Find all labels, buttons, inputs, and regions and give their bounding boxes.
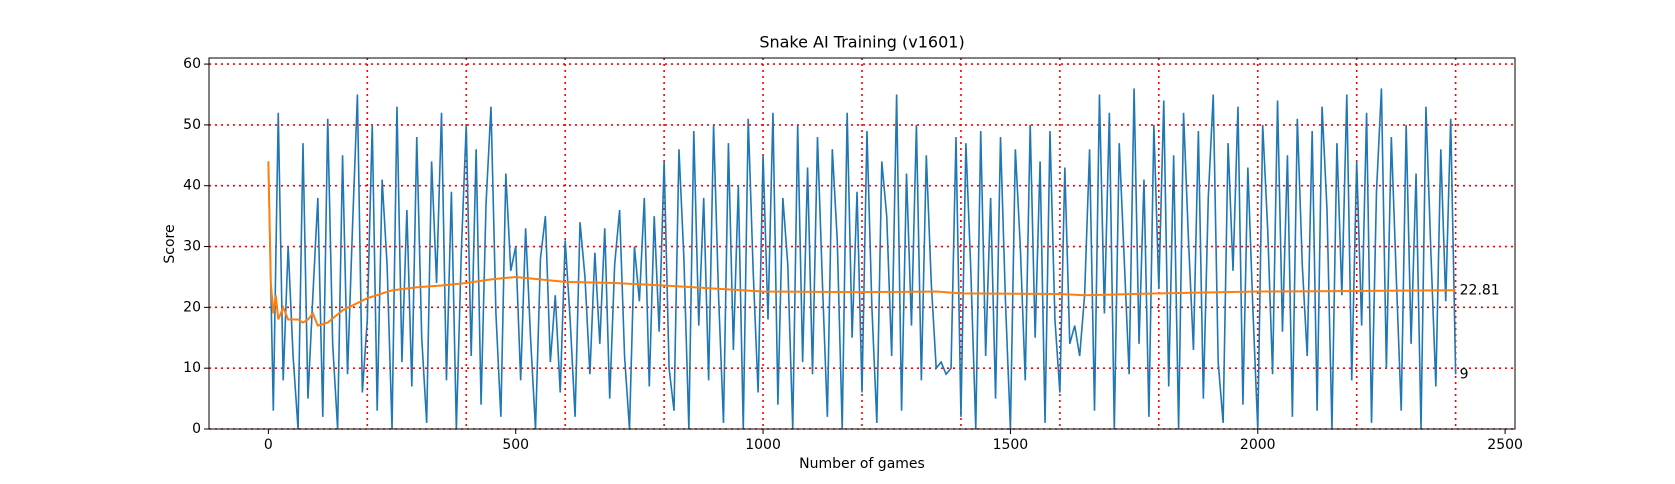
x-axis-label: Number of games (799, 456, 925, 472)
x-tick-label: 1000 (745, 437, 781, 453)
chart-title: Snake AI Training (v1601) (759, 33, 964, 52)
y-axis-label: Score (162, 224, 178, 263)
end-value-label: 22.81 (1460, 282, 1500, 298)
end-value-label: 9 (1460, 366, 1469, 382)
y-tick-label: 40 (183, 178, 201, 194)
y-tick-label: 20 (183, 299, 201, 315)
y-tick-label: 60 (183, 56, 201, 72)
x-tick-label: 2000 (1240, 437, 1276, 453)
x-tick-label: 500 (502, 437, 529, 453)
data-line (267, 88, 1457, 430)
data-line (267, 161, 1456, 327)
plot-frame (208, 57, 1516, 430)
y-tick-label: 0 (192, 421, 201, 437)
y-tick-label: 10 (183, 360, 201, 376)
x-tick-label: 2500 (1487, 437, 1523, 453)
y-tick-label: 30 (183, 239, 201, 255)
x-tick-label: 0 (264, 437, 273, 453)
y-tick-label: 50 (183, 117, 201, 133)
x-tick-label: 1500 (993, 437, 1029, 453)
